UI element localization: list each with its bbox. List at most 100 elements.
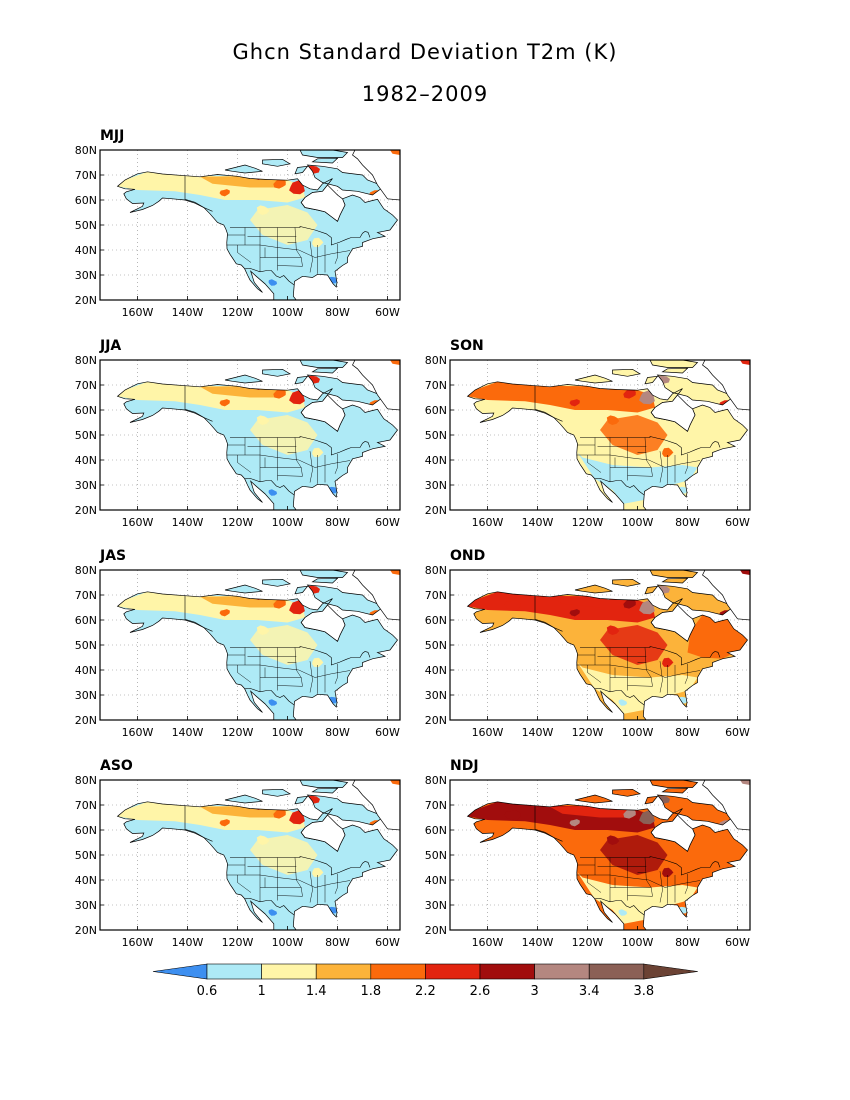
lon-tick-label: 160W [122, 936, 154, 949]
lat-tick-label: 80N [75, 564, 97, 577]
lat-tick-label: 80N [425, 354, 447, 367]
colorbar-arrow-right [643, 963, 698, 980]
lon-tick-label: 100W [622, 936, 654, 949]
anomaly-patch [256, 835, 270, 845]
political-borders [184, 805, 371, 916]
hudson-bay [650, 394, 696, 432]
map-jas: 80N 70N 60N 50N 40N 30N 20N 160W 140W 120W 100W 80W… [75, 564, 401, 739]
anomaly-patch [219, 399, 230, 407]
anomaly-patch [273, 178, 286, 189]
zone-central [600, 625, 668, 665]
anomaly-patch [623, 388, 636, 399]
lat-tick-label: 80N [425, 564, 447, 577]
political-borders [184, 385, 371, 496]
anomaly-patch [639, 390, 655, 405]
lat-tick-label: 20N [425, 714, 447, 727]
lat-tick-label: 70N [75, 169, 97, 182]
lat-tick-label: 40N [75, 454, 97, 467]
lon-tick-label: 140W [172, 936, 204, 949]
lat-tick-label: 70N [425, 379, 447, 392]
panel-label: OND [450, 548, 486, 564]
lat-tick-label: 40N [75, 664, 97, 677]
axis-labels: 80N 70N 60N 50N 40N 30N 20N 160W 140W 120W 100W 80W… [75, 144, 400, 319]
lon-tick-label: 120W [572, 516, 604, 529]
lat-tick-label: 30N [75, 269, 97, 282]
lon-tick-label: 160W [122, 306, 154, 319]
greenland-tip [390, 150, 400, 155]
anomaly-patch [289, 810, 305, 825]
colorbar-arrow-left [152, 963, 208, 980]
panel-ndj: NDJ 80N 70N 60N 50N 40N 30N 20N 160W 140W 120W 100… [410, 758, 770, 949]
greenland-tip [740, 780, 750, 785]
panel-son: SON 80N 70N 60N 50N 40N 30N 20N 160W 140W 120W 100… [410, 338, 770, 529]
colorbar-label: 0.6 [197, 984, 218, 999]
anomaly-patch [618, 909, 627, 916]
zone-central [600, 415, 668, 455]
lat-tick-label: 80N [425, 774, 447, 787]
anomaly-patch [312, 237, 324, 248]
coastlines [466, 359, 748, 511]
zone-south [227, 872, 348, 924]
anomaly-patch [154, 390, 171, 401]
anomaly-patch [639, 600, 655, 615]
panel-mjj: MJJ 80N 70N 60N 50N 40N 30N 20N 160W 140W 120W 100… [60, 128, 420, 319]
lon-tick-label: 60W [375, 936, 400, 949]
colorbar-label: 2.2 [415, 984, 436, 999]
coastlines [116, 149, 398, 301]
anomaly-patch [504, 390, 521, 401]
political-borders [534, 595, 721, 706]
lon-tick-label: 80W [325, 726, 350, 739]
anomaly-patch [154, 600, 171, 611]
anomaly-patch [569, 609, 580, 617]
anomaly-patch [312, 867, 324, 878]
lon-tick-label: 140W [522, 516, 554, 529]
anomaly-patch [662, 447, 674, 458]
axis-labels: 80N 70N 60N 50N 40N 30N 20N 160W 140W 120W 100W 80W… [75, 354, 400, 529]
zone-south [577, 662, 698, 714]
anomaly-patch [273, 808, 286, 819]
zone-central [250, 415, 318, 455]
lat-tick-label: 30N [75, 479, 97, 492]
zone-arctic [200, 386, 288, 398]
lon-tick-label: 120W [222, 936, 254, 949]
lat-tick-label: 60N [75, 824, 97, 837]
lat-tick-label: 40N [425, 874, 447, 887]
panel-label: NDJ [450, 758, 479, 774]
colorbar-box [588, 963, 645, 980]
axis-labels: 80N 70N 60N 50N 40N 30N 20N 160W 140W 120W 100W 80W… [75, 774, 400, 949]
lon-tick-label: 80W [675, 726, 700, 739]
lon-tick-label: 140W [172, 516, 204, 529]
hudson-bay [300, 814, 346, 852]
lon-tick-label: 120W [572, 726, 604, 739]
lat-tick-label: 70N [75, 589, 97, 602]
anomaly-patch [268, 489, 277, 496]
lat-tick-label: 60N [75, 614, 97, 627]
zone-south [577, 452, 698, 504]
lat-tick-label: 20N [75, 714, 97, 727]
coastlines [466, 779, 748, 931]
zone-south [227, 662, 348, 714]
lat-tick-label: 40N [425, 454, 447, 467]
political-borders [184, 175, 371, 286]
hudson-bay [300, 184, 346, 222]
colorbar-box [261, 963, 317, 980]
lon-tick-label: 120W [222, 516, 254, 529]
colorbar-box [315, 963, 372, 980]
lat-tick-label: 70N [75, 799, 97, 812]
zone-central [250, 205, 318, 245]
hudson-bay [650, 604, 696, 642]
lon-tick-label: 120W [572, 936, 604, 949]
lon-tick-label: 100W [272, 936, 304, 949]
anomaly-patch [504, 810, 521, 821]
coastlines [466, 569, 748, 721]
colorbar-box [534, 963, 590, 980]
panel-aso: ASO 80N 70N 60N 50N 40N 30N 20N 160W 140W 120W 100… [60, 758, 420, 949]
lat-tick-label: 50N [425, 639, 447, 652]
greenland-tip [740, 360, 750, 365]
colorbar-label: 3 [530, 984, 538, 999]
zone-arctic [550, 386, 638, 398]
anomaly-patch [504, 600, 521, 611]
colorbar-box [370, 963, 426, 980]
colorbar-box [425, 963, 481, 980]
panel-label: MJJ [100, 128, 125, 144]
